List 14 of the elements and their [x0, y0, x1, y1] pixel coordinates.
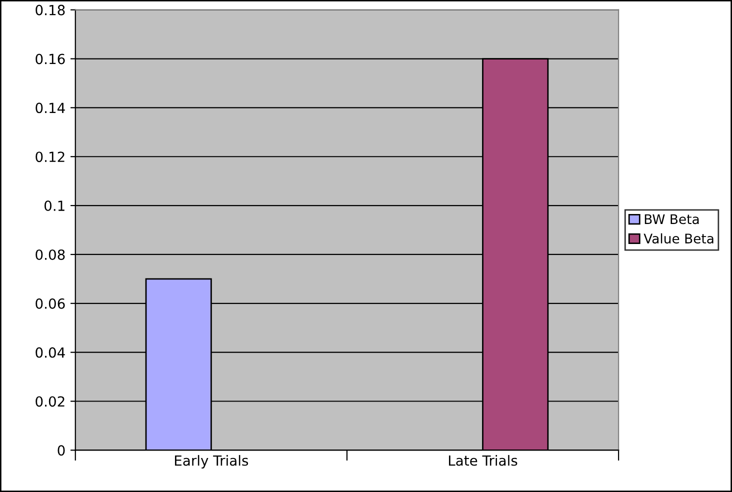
y-tick-label: 0.04	[36, 347, 65, 358]
legend-label: BW Beta	[644, 214, 699, 224]
y-tick-label: 0.02	[36, 396, 64, 407]
y-tick-label: 0.14	[36, 102, 65, 114]
y-tick-label: 0	[58, 445, 65, 456]
x-tick-label: Early Trials	[174, 455, 248, 468]
y-tick-label: 0.1	[44, 200, 64, 212]
x-tick-label: Late Trials	[448, 455, 518, 466]
y-tick-label: 0.12	[36, 152, 64, 162]
legend-label: Value Beta	[644, 233, 714, 244]
y-tick-label: 0.16	[36, 54, 65, 64]
y-tick-label: 0.06	[36, 298, 65, 309]
y-tick-label: 0.18	[36, 4, 65, 16]
y-tick-label: 0.08	[36, 249, 65, 260]
